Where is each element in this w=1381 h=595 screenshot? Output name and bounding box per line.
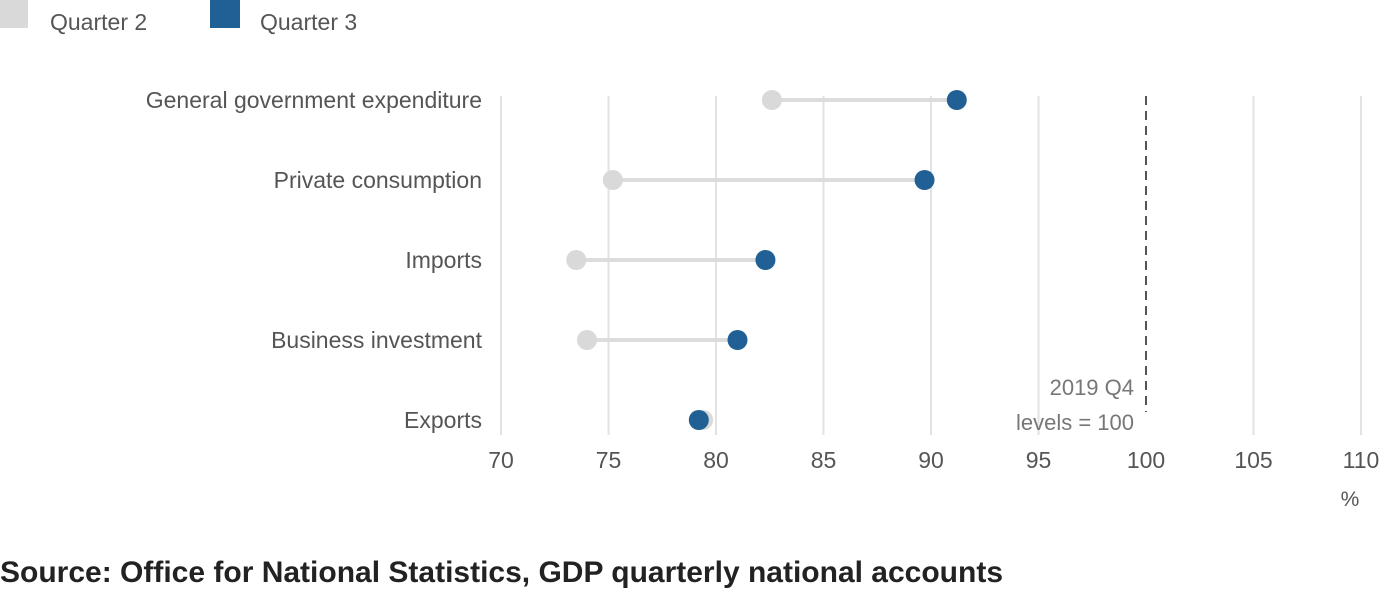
- category-label-business-investment: Business investment: [271, 327, 483, 353]
- x-tick-label: 80: [703, 447, 729, 473]
- legend-swatch-quarter-2: [0, 0, 28, 28]
- x-tick-label: 75: [596, 447, 622, 473]
- source-note: Source: Office for National Statistics, …: [0, 556, 1004, 589]
- x-axis-ticks: 70 75 80 85 90 95 100 105 110: [488, 447, 1379, 473]
- category-label-exports: Exports: [404, 407, 482, 433]
- x-tick-label: 100: [1127, 447, 1165, 473]
- x-tick-label: 95: [1026, 447, 1052, 473]
- point-quarter-3-private-consumption: [914, 170, 935, 190]
- legend-label-quarter-2: Quarter 2: [50, 9, 147, 35]
- category-labels: General government expenditure Private co…: [146, 87, 483, 433]
- x-tick-label: 90: [918, 447, 944, 473]
- reference-label-line1: 2019 Q4: [1050, 375, 1134, 400]
- category-label-private-consumption: Private consumption: [274, 167, 482, 193]
- legend-swatch-quarter-3: [210, 0, 240, 28]
- x-tick-label: 110: [1343, 447, 1380, 473]
- category-label-general-government-expenditure: General government expenditure: [146, 87, 482, 113]
- point-quarter-3-general-government-expenditure: [946, 90, 967, 110]
- point-quarter-2-business-investment: [577, 330, 597, 350]
- dumbbell-connectors: [566, 90, 967, 430]
- point-quarter-3-exports: [688, 410, 709, 430]
- point-quarter-2-general-government-expenditure: [761, 90, 782, 110]
- legend-label-quarter-3: Quarter 3: [260, 9, 357, 35]
- x-axis-unit: %: [1341, 488, 1360, 511]
- reference-label-line2: levels = 100: [1016, 410, 1134, 435]
- x-tick-label: 85: [811, 447, 837, 473]
- point-quarter-2-imports: [566, 250, 587, 270]
- dumbbell-chart: Quarter 2 Quarter 3 General government e…: [0, 0, 1379, 511]
- legend: Quarter 2 Quarter 3: [0, 0, 357, 35]
- point-quarter-3-business-investment: [727, 330, 748, 350]
- point-quarter-3-imports: [755, 250, 776, 270]
- x-tick-label: 70: [488, 447, 514, 473]
- x-tick-label: 105: [1234, 447, 1272, 473]
- category-label-imports: Imports: [405, 247, 482, 273]
- point-quarter-2-private-consumption: [602, 170, 623, 190]
- gridlines: [500, 96, 1362, 435]
